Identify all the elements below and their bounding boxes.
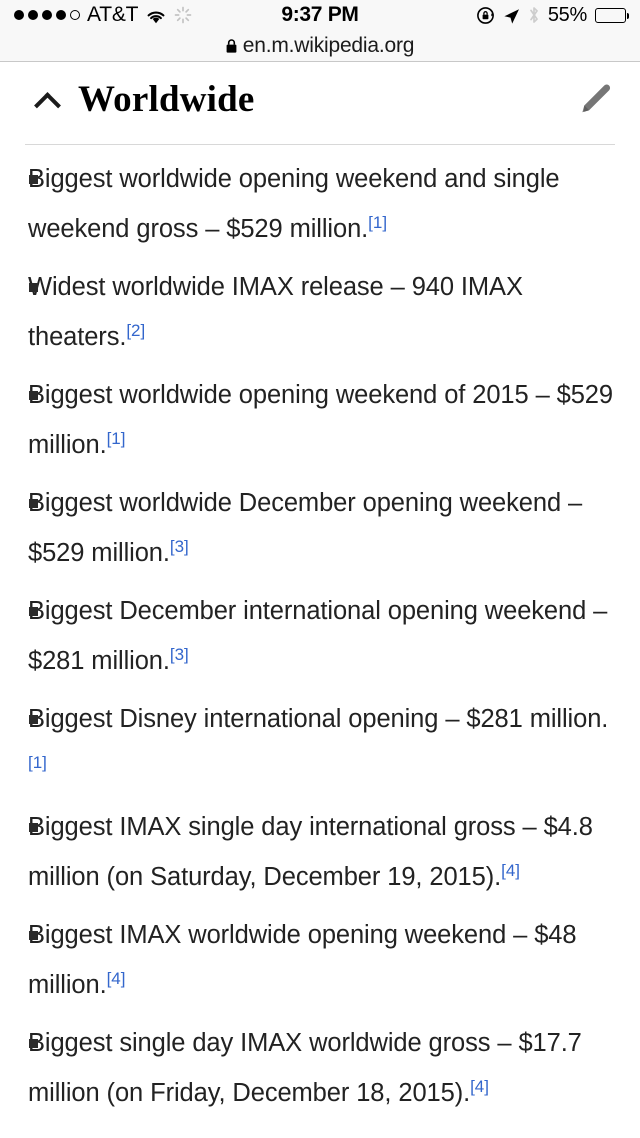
ios-status-bar: AT&T 9:37 PM bbox=[0, 0, 640, 30]
battery-percentage-label: 55% bbox=[547, 3, 587, 26]
list-item-text: Biggest worldwide opening weekend of 201… bbox=[28, 381, 613, 459]
bullet-icon bbox=[29, 715, 38, 724]
list-item: Biggest worldwide opening weekend of 201… bbox=[14, 373, 626, 467]
bullet-icon bbox=[29, 931, 38, 940]
reference-link[interactable]: [4] bbox=[470, 1077, 489, 1096]
status-bar-left: AT&T bbox=[14, 3, 192, 27]
records-list: Biggest worldwide opening weekend and si… bbox=[0, 145, 640, 1115]
reference-link[interactable]: [3] bbox=[169, 645, 189, 664]
reference-link[interactable]: [1] bbox=[368, 213, 388, 232]
pencil-icon[interactable] bbox=[576, 80, 614, 118]
page-title: Worldwide bbox=[78, 78, 255, 120]
list-item-text: Biggest Disney international opening – $… bbox=[28, 705, 609, 733]
list-item-text: Biggest IMAX single day international gr… bbox=[28, 813, 593, 891]
bullet-icon bbox=[29, 499, 38, 508]
list-item: Biggest December international opening w… bbox=[14, 589, 626, 683]
list-item-text: Biggest December international opening w… bbox=[28, 597, 608, 675]
list-item: Biggest IMAX worldwide opening weekend –… bbox=[14, 913, 626, 1007]
list-item-text: Biggest worldwide December opening weeke… bbox=[28, 489, 583, 567]
activity-spinner-icon bbox=[174, 6, 192, 24]
url-text: en.m.wikipedia.org bbox=[242, 33, 415, 57]
list-item-text: Widest worldwide IMAX release – 940 IMAX… bbox=[28, 273, 523, 351]
list-item: Widest worldwide IMAX release – 940 IMAX… bbox=[14, 265, 626, 359]
reference-link[interactable]: [2] bbox=[126, 321, 146, 340]
bluetooth-icon bbox=[528, 6, 540, 24]
bullet-icon bbox=[29, 607, 38, 616]
list-item: Biggest worldwide opening weekend and si… bbox=[14, 157, 626, 251]
bullet-icon bbox=[29, 175, 38, 184]
reference-link[interactable]: [4] bbox=[106, 969, 126, 988]
list-item: Biggest Disney international opening – $… bbox=[14, 697, 626, 791]
browser-url-bar[interactable]: en.m.wikipedia.org bbox=[0, 30, 640, 62]
reference-link[interactable]: [4] bbox=[501, 861, 520, 880]
location-arrow-icon bbox=[503, 7, 520, 24]
article-page: Worldwide Biggest worldwide opening week… bbox=[0, 62, 640, 1115]
section-header[interactable]: Worldwide bbox=[0, 62, 640, 124]
carrier-label: AT&T bbox=[87, 3, 139, 26]
bullet-icon bbox=[29, 283, 38, 292]
bullet-icon bbox=[29, 1039, 38, 1048]
list-item: Biggest single day IMAX worldwide gross … bbox=[14, 1021, 626, 1115]
bullet-icon bbox=[29, 391, 38, 400]
section-divider bbox=[25, 144, 615, 145]
lock-icon bbox=[226, 38, 237, 53]
list-item-text: Biggest single day IMAX worldwide gross … bbox=[28, 1029, 582, 1107]
rotation-lock-icon bbox=[476, 6, 495, 25]
list-item-text: Biggest IMAX worldwide opening weekend –… bbox=[28, 921, 577, 999]
bullet-icon bbox=[29, 823, 38, 832]
wifi-icon bbox=[145, 7, 167, 24]
list-item-text: Biggest worldwide opening weekend and si… bbox=[28, 165, 560, 243]
status-bar-right: 55% bbox=[476, 3, 629, 27]
reference-link[interactable]: [3] bbox=[169, 537, 189, 556]
list-item: Biggest worldwide December opening weeke… bbox=[14, 481, 626, 575]
battery-icon bbox=[595, 7, 629, 23]
reference-link[interactable]: [1] bbox=[106, 429, 126, 448]
chevron-up-icon[interactable] bbox=[34, 84, 64, 114]
reference-link[interactable]: [1] bbox=[28, 753, 47, 772]
cellular-signal-icon bbox=[14, 10, 80, 20]
list-item: Biggest IMAX single day international gr… bbox=[14, 805, 626, 899]
